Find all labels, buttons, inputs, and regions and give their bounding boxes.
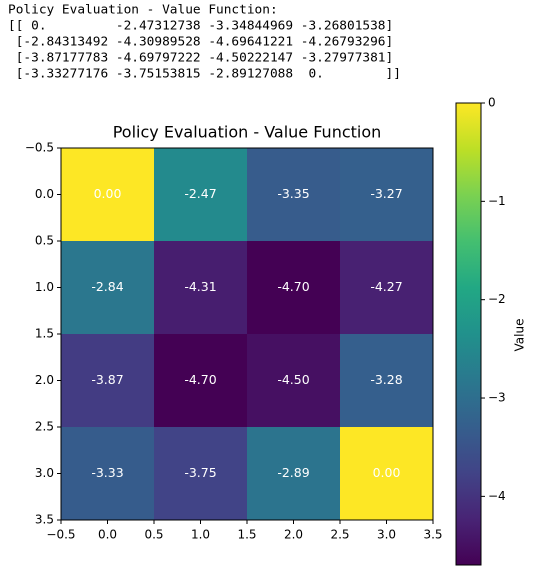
y-tick-label: −0.5 xyxy=(25,141,54,155)
heatmap-cell xyxy=(247,148,340,241)
heatmap-cell xyxy=(247,427,340,520)
x-tick-label: 1.5 xyxy=(237,528,256,542)
cell-label: -3.87 xyxy=(91,372,123,387)
x-tick-label: −0.5 xyxy=(46,528,75,542)
output-line: [-3.87177783 -4.69797222 -4.50222147 -3.… xyxy=(8,51,393,66)
y-tick-label: 3.0 xyxy=(35,466,54,480)
colorbar-tick-label: −2 xyxy=(488,292,506,306)
colorbar xyxy=(455,102,482,566)
heatmap-cell xyxy=(61,427,154,520)
y-tick-label: 2.0 xyxy=(35,373,54,387)
heatmap-cell xyxy=(340,427,433,520)
heatmap-cell xyxy=(154,334,247,427)
cell-label: -3.27 xyxy=(370,186,402,201)
cell-label: 0.00 xyxy=(373,465,401,480)
cell-label: -4.70 xyxy=(184,372,216,387)
heatmap-cell xyxy=(247,241,340,334)
output-line: [-2.84313492 -4.30989528 -4.69641221 -4.… xyxy=(8,35,393,50)
cell-label: -2.89 xyxy=(277,465,309,480)
heatmap-cell xyxy=(61,148,154,241)
y-tick-label: 0.5 xyxy=(35,234,54,248)
heatmap-cell xyxy=(61,334,154,427)
x-tick-label: 1.0 xyxy=(191,528,210,542)
cell-label: -3.75 xyxy=(184,465,216,480)
cell-label: -3.35 xyxy=(277,186,309,201)
chart-title: Policy Evaluation - Value Function xyxy=(113,123,382,142)
output-line: [[ 0. -2.47312738 -3.34844969 -3.2680153… xyxy=(8,19,393,34)
cell-label: -2.84 xyxy=(91,279,123,294)
colorbar-tick-label: 0 xyxy=(488,96,496,110)
output-line: Policy Evaluation - Value Function: xyxy=(8,3,278,18)
heatmap-cell xyxy=(154,148,247,241)
colorbar-tick-label: −4 xyxy=(488,489,506,503)
heatmap-cell xyxy=(247,334,340,427)
cell-label: -3.28 xyxy=(370,372,402,387)
heatmap-cell xyxy=(340,148,433,241)
colorbar-label: Value xyxy=(513,319,527,352)
x-tick-label: 0.0 xyxy=(98,528,117,542)
y-tick-label: 1.5 xyxy=(35,327,54,341)
heatmap-cell xyxy=(154,427,247,520)
x-tick-label: 0.5 xyxy=(144,528,163,542)
y-tick-label: 0.0 xyxy=(35,187,54,201)
heatmap-cell xyxy=(154,241,247,334)
cell-label: -4.70 xyxy=(277,279,309,294)
x-tick-label: 3.0 xyxy=(377,528,396,542)
cell-label: 0.00 xyxy=(94,186,122,201)
heatmap-cell xyxy=(340,241,433,334)
cell-label: -2.47 xyxy=(184,186,216,201)
output-line: [-3.33277176 -3.75153815 -2.89127088 0. … xyxy=(8,67,401,82)
y-tick-label: 3.5 xyxy=(35,513,54,527)
cell-label: -3.33 xyxy=(91,465,123,480)
colorbar-tick-label: −1 xyxy=(488,194,506,208)
heatmap-cell xyxy=(340,334,433,427)
cell-label: -4.27 xyxy=(370,279,402,294)
x-tick-label: 2.0 xyxy=(284,528,303,542)
cell-label: -4.50 xyxy=(277,372,309,387)
x-tick-label: 2.5 xyxy=(330,528,349,542)
heatmap-cell xyxy=(61,241,154,334)
cell-label: -4.31 xyxy=(184,279,216,294)
x-tick-label: 3.5 xyxy=(423,528,442,542)
colorbar-tick-label: −3 xyxy=(488,391,506,405)
y-tick-label: 1.0 xyxy=(35,280,54,294)
y-tick-label: 2.5 xyxy=(35,420,54,434)
